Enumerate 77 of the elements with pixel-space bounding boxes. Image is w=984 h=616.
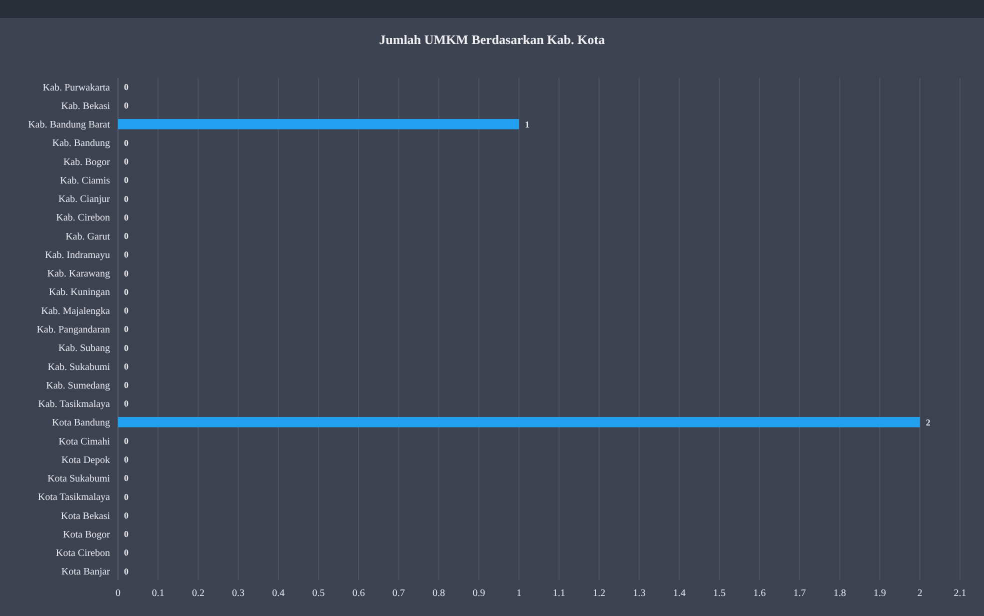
data-label: 0 (124, 82, 129, 92)
data-label: 0 (124, 454, 129, 465)
data-label: 0 (124, 361, 129, 372)
data-label: 1 (524, 119, 530, 130)
data-label: 0 (124, 510, 129, 520)
x-tick-label: 2 (917, 588, 922, 599)
x-tick-label: 0.3 (232, 588, 245, 599)
y-tick-label: Kab. Tasikmalaya (38, 399, 111, 410)
data-label: 0 (124, 306, 129, 316)
x-tick-label: 1 (516, 588, 522, 599)
y-tick-label: Kab. Ciamis (60, 175, 110, 186)
x-tick-label: 1.2 (592, 588, 606, 599)
chart-title: Jumlah UMKM Berdasarkan Kab. Kota (379, 32, 606, 47)
y-tick-label: Kota Bekasi (60, 510, 110, 522)
y-tick-label: Kab. Pangandaran (36, 324, 110, 336)
data-label: 0 (124, 156, 129, 167)
y-tick-label: Kab. Bandung (52, 138, 110, 150)
x-tick-label: 0 (116, 588, 120, 599)
data-label: 0 (124, 492, 129, 502)
x-tick-label: 0.1 (152, 588, 164, 599)
y-tick-label: Kab. Sukabumi (48, 362, 110, 373)
y-tick-label: Kota Bandung (52, 418, 110, 429)
x-tick-label: 0.5 (312, 588, 325, 599)
x-tick-label: 0.9 (472, 588, 486, 599)
data-label: 0 (124, 250, 129, 260)
x-tick-label: 2.1 (954, 588, 966, 599)
y-tick-label: Kab. Karawang (47, 268, 110, 280)
y-tick-label: Kab. Subang (58, 343, 110, 354)
data-label: 0 (124, 194, 129, 204)
data-label: 0 (124, 436, 129, 446)
y-tick-label: Kab. Garut (66, 231, 110, 242)
data-label: 0 (124, 529, 129, 540)
data-label: 2 (926, 417, 931, 428)
data-label: 0 (124, 286, 129, 297)
y-tick-label: Kota Cirebon (56, 548, 110, 560)
data-label: 0 (124, 138, 129, 148)
y-tick-label: Kab. Sumedang (46, 380, 110, 392)
y-tick-label: Kab. Majalengka (41, 306, 111, 317)
y-tick-label: Kab. Bandung Barat (28, 120, 110, 131)
data-label: 0 (124, 268, 129, 278)
y-tick-label: Kota Cimahi (58, 436, 110, 448)
data-label: 0 (124, 398, 129, 409)
x-tick-label: 1.5 (713, 588, 726, 599)
y-tick-label: Kab. Cirebon (56, 212, 110, 224)
data-label: 0 (124, 212, 129, 222)
data-label: 0 (124, 231, 129, 242)
data-label: 0 (124, 548, 129, 558)
data-label: 0 (124, 566, 129, 576)
x-tick-label: 0.2 (192, 588, 204, 599)
y-tick-label: Kota Bogor (63, 529, 111, 540)
x-tick-label: 1.1 (552, 588, 566, 599)
x-tick-label: 1.3 (632, 588, 646, 599)
data-label: 0 (124, 380, 129, 390)
data-label: 0 (124, 342, 129, 353)
y-tick-label: Kota Tasikmalaya (38, 492, 111, 504)
x-tick-label: 1.8 (833, 588, 846, 599)
x-tick-label: 0.4 (272, 588, 285, 599)
x-tick-label: 1.6 (753, 588, 766, 599)
y-tick-label: Kota Depok (61, 454, 110, 466)
x-tick-label: 0.7 (392, 588, 405, 599)
data-label: 0 (124, 100, 129, 111)
y-tick-label: Kab. Kuningan (48, 287, 110, 298)
y-tick-label: Kab. Bekasi (61, 100, 110, 112)
y-tick-label: Kab. Indramayu (45, 250, 110, 261)
data-label: 0 (124, 473, 129, 484)
x-tick-label: 0.6 (352, 588, 365, 599)
x-tick-label: 1.7 (793, 588, 806, 599)
x-tick-label: 1.9 (874, 588, 886, 599)
y-tick-label: Kab. Bogor (63, 156, 111, 168)
y-tick-label: Kab. Cianjur (58, 194, 111, 206)
y-tick-label: Kab. Purwakarta (42, 82, 111, 94)
x-tick-label: 0.8 (432, 588, 446, 599)
x-tick-label: 1.4 (673, 588, 686, 599)
data-label: 0 (124, 175, 129, 186)
data-label: 0 (124, 324, 129, 334)
y-tick-label: Kota Sukabumi (48, 474, 110, 485)
y-tick-label: Kota Banjar (61, 566, 111, 578)
